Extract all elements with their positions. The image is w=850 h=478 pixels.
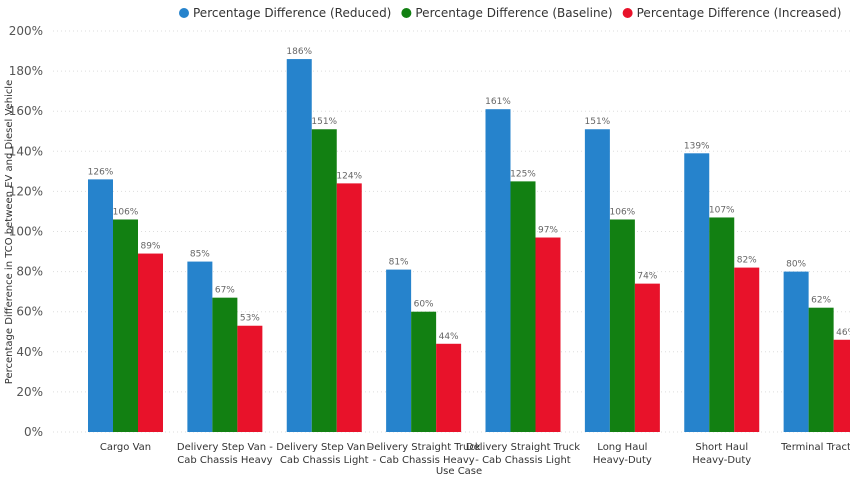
data-label: 44%: [439, 332, 459, 342]
bar: [833, 339, 850, 432]
legend: Percentage Difference (Reduced) Percentag…: [179, 6, 841, 20]
x-tick-label: - Cab Chassis Heavy: [373, 455, 475, 466]
bar: [212, 297, 238, 432]
bar: [535, 237, 561, 432]
data-label: 151%: [585, 117, 611, 127]
y-tick-label: 40%: [16, 345, 43, 359]
bar: [734, 267, 760, 432]
y-tick-label: 0%: [24, 425, 43, 439]
x-tick-label: Short Haul: [695, 442, 748, 453]
data-label: 161%: [485, 97, 511, 107]
data-label: 106%: [610, 207, 636, 217]
data-label: 107%: [709, 205, 735, 215]
bar: [436, 343, 462, 432]
x-tick-label: - Cab Chassis Light: [475, 455, 570, 466]
bar: [411, 311, 437, 432]
data-label: 81%: [389, 258, 409, 268]
x-tick-label: Cab Chassis Light: [280, 455, 369, 466]
y-tick-label: 20%: [16, 385, 43, 399]
data-label: 53%: [240, 314, 260, 324]
data-label: 85%: [190, 250, 210, 260]
data-label: 124%: [336, 171, 362, 181]
data-label: 62%: [811, 296, 831, 306]
y-axis: 0% 20% 40% 60% 80% 100% 120% 140% 160% 180% 200%: [9, 24, 43, 439]
y-tick-label: 60%: [16, 305, 43, 319]
bar: [684, 153, 710, 432]
x-tick-label: Delivery Straight Truck: [367, 442, 481, 453]
data-label: 82%: [737, 256, 757, 266]
bar: [311, 129, 337, 432]
data-label: 106%: [113, 207, 139, 217]
bar: [783, 271, 809, 432]
y-tick-label: 200%: [9, 24, 43, 38]
bar: [187, 261, 213, 432]
data-label: 126%: [88, 167, 114, 177]
x-tick-label: Delivery Straight Truck: [466, 442, 580, 453]
bar: [634, 283, 660, 432]
x-tick-label: Cab Chassis Heavy: [177, 455, 272, 466]
bar: [485, 109, 511, 432]
bar: [138, 253, 163, 432]
x-axis-title: Use Case: [436, 466, 482, 477]
bar: [237, 325, 263, 432]
y-tick-label: 160%: [9, 104, 43, 118]
y-tick-label: 100%: [9, 225, 43, 239]
bar: [584, 129, 610, 432]
legend-label: Percentage Difference (Baseline): [415, 6, 612, 20]
x-tick-label: Cargo Van: [100, 442, 151, 453]
bar: [386, 269, 412, 432]
data-label: 89%: [140, 242, 160, 252]
y-tick-label: 80%: [16, 265, 43, 279]
y-tick-label: 120%: [9, 184, 43, 198]
x-tick-label: Heavy-Duty: [593, 455, 652, 466]
bar: [88, 179, 113, 432]
bars: [88, 59, 850, 432]
data-label: 125%: [510, 169, 536, 179]
y-axis-title: Percentage Difference in TCO between EV …: [4, 80, 15, 384]
data-label: 186%: [286, 47, 312, 57]
legend-marker: [622, 8, 633, 18]
bar: [808, 307, 834, 432]
y-tick-label: 180%: [9, 64, 43, 78]
bar: [709, 217, 735, 432]
data-label: 151%: [311, 117, 337, 127]
data-label: 74%: [637, 272, 657, 282]
data-label: 80%: [786, 260, 806, 270]
bar: [510, 181, 536, 432]
data-label: 46%: [836, 328, 850, 338]
legend-marker: [179, 8, 189, 18]
x-tick-label: Heavy-Duty: [692, 455, 751, 466]
data-label: 60%: [414, 300, 434, 310]
data-label: 67%: [215, 286, 235, 296]
bar: [336, 183, 362, 432]
bar: [609, 219, 635, 432]
data-labels: 126% 106% 89% 85% 67% 53% 186% 151% 124% 81% 60% 44…: [88, 47, 850, 342]
bar: [113, 219, 138, 432]
legend-label: Percentage Difference (Increased): [637, 6, 842, 20]
data-label: 97%: [538, 226, 558, 236]
x-axis: Cargo Van Delivery Step Van - Cab Chassis …: [100, 442, 850, 466]
bar: [286, 59, 312, 432]
legend-marker: [401, 8, 412, 18]
data-label: 139%: [684, 141, 710, 151]
x-tick-label: Delivery Step Van -: [276, 442, 372, 453]
x-tick-label: Delivery Step Van -: [177, 442, 273, 453]
x-tick-label: Terminal Tractor: [780, 442, 850, 453]
x-tick-label: Long Haul: [597, 442, 647, 453]
legend-label: Percentage Difference (Reduced): [193, 6, 391, 20]
y-tick-label: 140%: [9, 144, 43, 158]
